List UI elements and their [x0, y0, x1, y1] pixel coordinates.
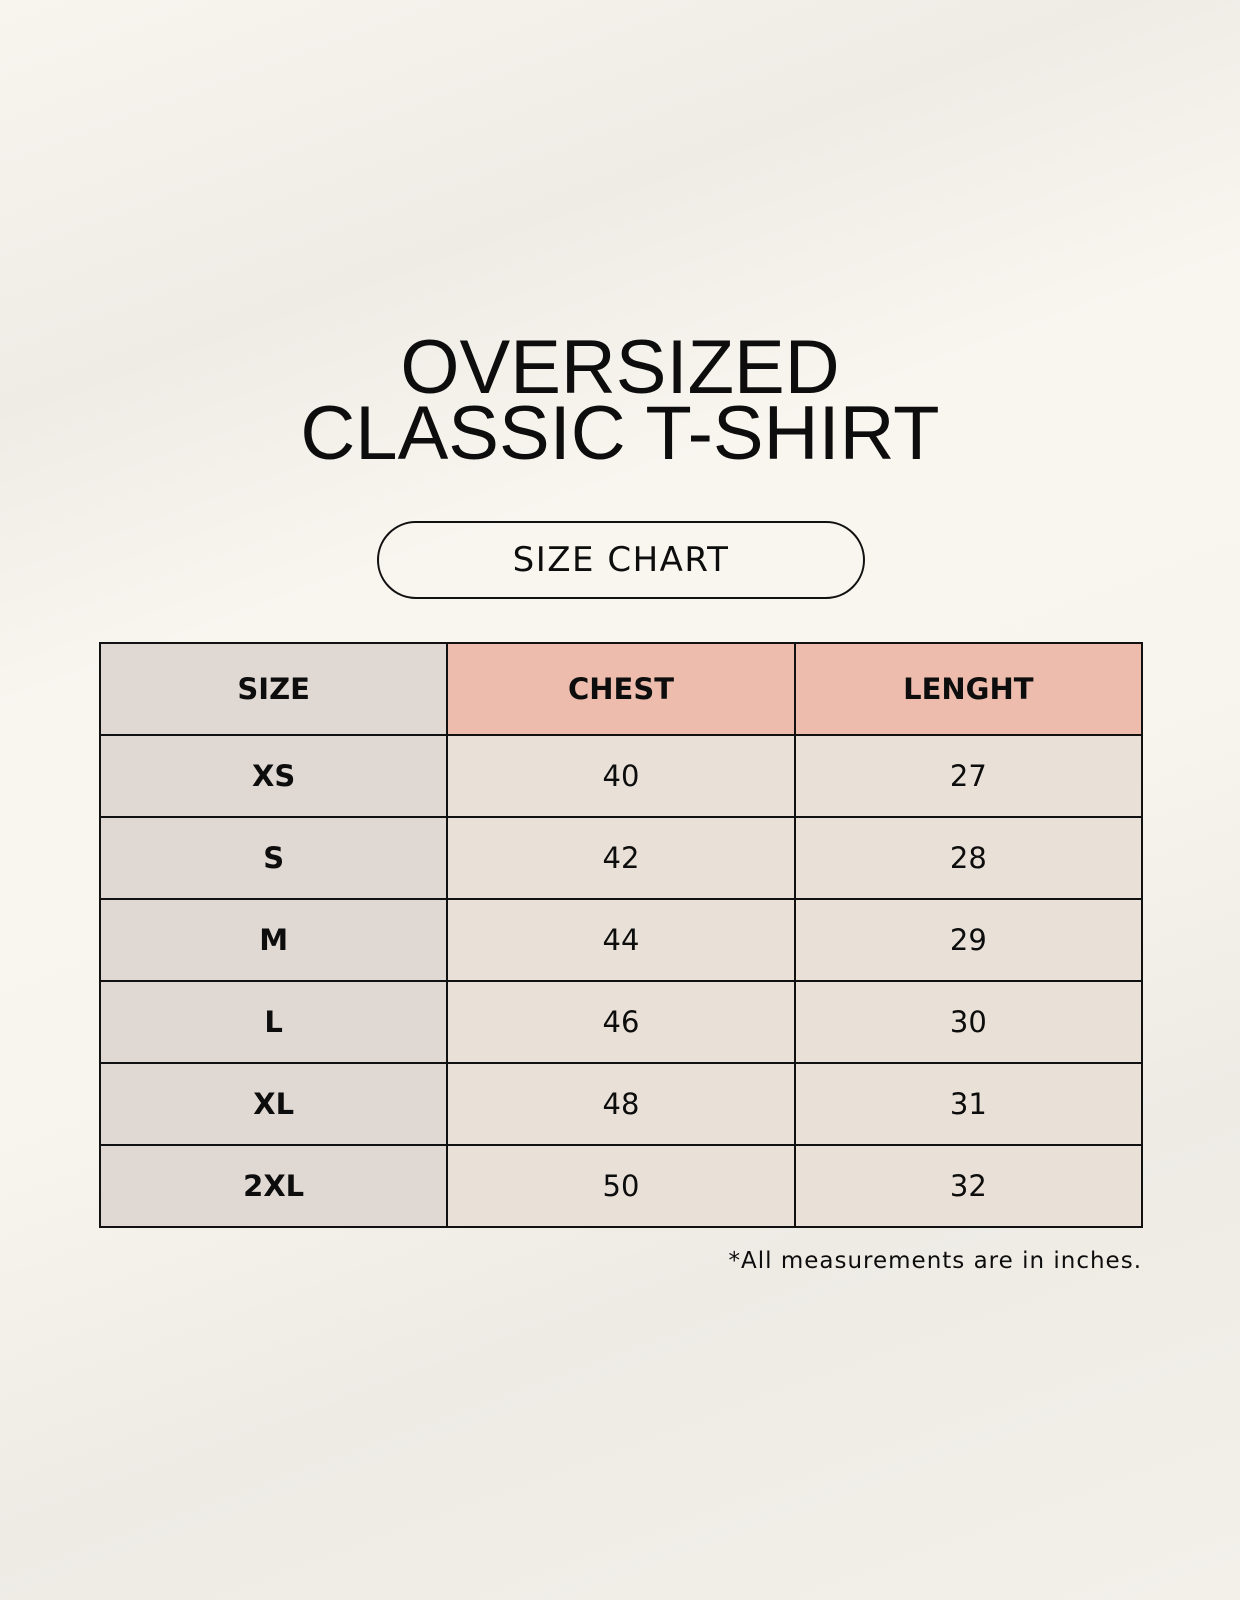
- cell-length: 31: [793, 1062, 1144, 1146]
- table-row: XS 40 27: [98, 734, 1144, 818]
- header-chest: CHEST: [446, 642, 796, 736]
- table-row: L 46 30: [98, 980, 1144, 1064]
- cell-length: 28: [793, 816, 1144, 900]
- cell-chest: 42: [446, 816, 796, 900]
- size-table: SIZE CHEST LENGHT XS 40 27 S 42 28 M 44 29 L 46 30 X…: [98, 642, 1144, 1228]
- table-row: 2XL 50 32: [98, 1144, 1144, 1228]
- title-line-2: CLASSIC T-SHIRT: [300, 391, 940, 476]
- table-row: M 44 29: [98, 898, 1144, 982]
- size-chart-badge: SIZE CHART: [377, 521, 865, 599]
- cell-chest: 46: [446, 980, 796, 1064]
- cell-chest: 48: [446, 1062, 796, 1146]
- cell-size: XL: [98, 1062, 449, 1146]
- cell-length: 29: [793, 898, 1144, 982]
- cell-length: 32: [793, 1144, 1144, 1228]
- cell-chest: 44: [446, 898, 796, 982]
- cell-length: 27: [793, 734, 1144, 818]
- table-row: S 42 28: [98, 816, 1144, 900]
- footnote: *All measurements are in inches.: [728, 1248, 1142, 1274]
- cell-size: XS: [98, 734, 449, 818]
- header-size: SIZE: [98, 642, 449, 736]
- page-title: OVERSIZED CLASSIC T-SHIRT: [0, 325, 1240, 476]
- cell-chest: 50: [446, 1144, 796, 1228]
- title-line-1: OVERSIZED: [400, 325, 840, 410]
- cell-size: L: [98, 980, 449, 1064]
- table-header-row: SIZE CHEST LENGHT: [98, 642, 1144, 736]
- cell-chest: 40: [446, 734, 796, 818]
- cell-size: S: [98, 816, 449, 900]
- cell-size: M: [98, 898, 449, 982]
- cell-size: 2XL: [98, 1144, 449, 1228]
- header-length: LENGHT: [793, 642, 1144, 736]
- table-row: XL 48 31: [98, 1062, 1144, 1146]
- cell-length: 30: [793, 980, 1144, 1064]
